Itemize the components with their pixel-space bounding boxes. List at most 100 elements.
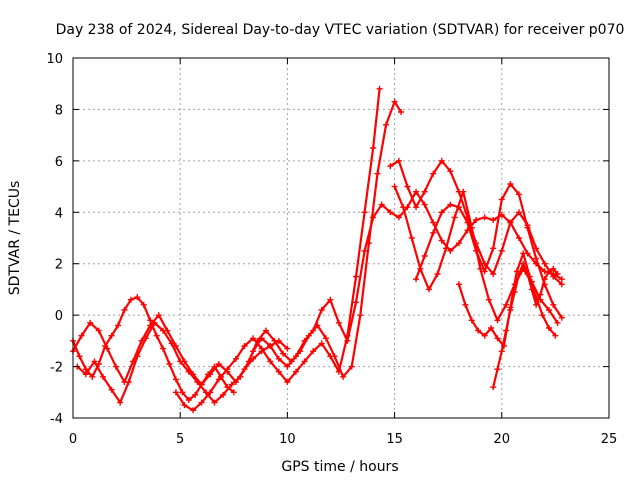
data-point (413, 276, 420, 283)
data-point (310, 327, 317, 334)
data-point (378, 201, 385, 208)
data-point (541, 276, 548, 283)
data-point (430, 219, 437, 226)
data-point (115, 322, 122, 329)
data-point (533, 301, 540, 308)
data-point (211, 399, 218, 406)
data-point (550, 265, 557, 272)
data-point (387, 163, 394, 169)
data-point (198, 399, 205, 406)
data-point (271, 337, 278, 344)
data-point (228, 381, 235, 388)
data-point (539, 312, 546, 319)
data-point (515, 209, 522, 216)
data-point (190, 407, 197, 414)
data-point (153, 332, 160, 339)
data-point (387, 209, 394, 216)
data-point (134, 294, 141, 301)
data-point (430, 170, 437, 177)
data-point (520, 250, 527, 257)
data-point (301, 337, 308, 344)
data-point (344, 337, 351, 344)
data-point (481, 214, 488, 221)
data-point (267, 358, 274, 365)
data-point (155, 312, 162, 319)
data-point (89, 373, 96, 380)
y-tick-label: 0 (55, 309, 63, 324)
x-tick-label: 15 (386, 432, 403, 447)
data-point (494, 335, 501, 342)
data-point (545, 307, 552, 313)
data-point (357, 312, 364, 319)
data-point (490, 384, 497, 391)
data-point (507, 219, 514, 226)
data-point (494, 366, 501, 373)
data-point (391, 183, 398, 190)
data-point (127, 296, 134, 303)
data-point (520, 260, 527, 267)
data-point (87, 319, 94, 326)
series-sat-a (70, 294, 237, 403)
data-point (275, 355, 282, 362)
data-point (166, 361, 173, 367)
data-point (215, 361, 222, 367)
series-trace (76, 321, 242, 404)
data-point (515, 191, 522, 198)
data-point (488, 325, 495, 331)
data-point (550, 301, 557, 308)
data-point (262, 327, 269, 334)
x-tick-label: 5 (176, 432, 184, 447)
data-point (438, 237, 445, 244)
data-point (451, 214, 458, 221)
data-point (421, 201, 428, 208)
data-point (421, 253, 428, 259)
data-point (395, 157, 402, 164)
data-point (280, 350, 287, 357)
data-point (172, 389, 179, 396)
data-point (185, 368, 192, 375)
data-point (82, 371, 89, 378)
x-tick-label: 25 (601, 432, 618, 447)
data-point (447, 247, 454, 254)
data-point (310, 348, 317, 355)
data-point (76, 353, 83, 360)
data-point (168, 340, 175, 347)
data-point (91, 358, 98, 365)
data-point (151, 319, 158, 326)
data-point (224, 366, 231, 373)
data-point (125, 379, 132, 385)
data-point (117, 399, 124, 406)
data-point (140, 301, 147, 308)
data-point (292, 368, 299, 375)
data-point (207, 371, 214, 378)
data-point (301, 358, 308, 365)
data-point (241, 343, 248, 349)
data-point (112, 363, 119, 370)
data-point (498, 247, 505, 254)
data-point (258, 335, 265, 342)
data-point (507, 307, 514, 313)
data-point (108, 332, 115, 339)
data-point (438, 157, 445, 164)
data-point (490, 217, 497, 223)
x-axis-title: GPS time / hours (281, 459, 398, 475)
data-point (537, 291, 544, 298)
data-point (404, 183, 411, 190)
data-point (275, 368, 282, 375)
y-tick-label: 2 (55, 258, 63, 273)
data-point (498, 348, 505, 355)
data-point (177, 358, 184, 365)
series-sat-i (413, 181, 565, 321)
x-tick-label: 20 (494, 432, 511, 447)
data-point (194, 379, 201, 385)
data-point (108, 386, 115, 393)
data-point (142, 335, 149, 342)
data-point (361, 209, 368, 216)
x-tick-label: 0 (69, 432, 77, 447)
data-point (181, 402, 188, 409)
series-trace (393, 185, 559, 324)
data-point (374, 170, 381, 177)
data-point (348, 363, 355, 370)
data-point (421, 188, 428, 195)
